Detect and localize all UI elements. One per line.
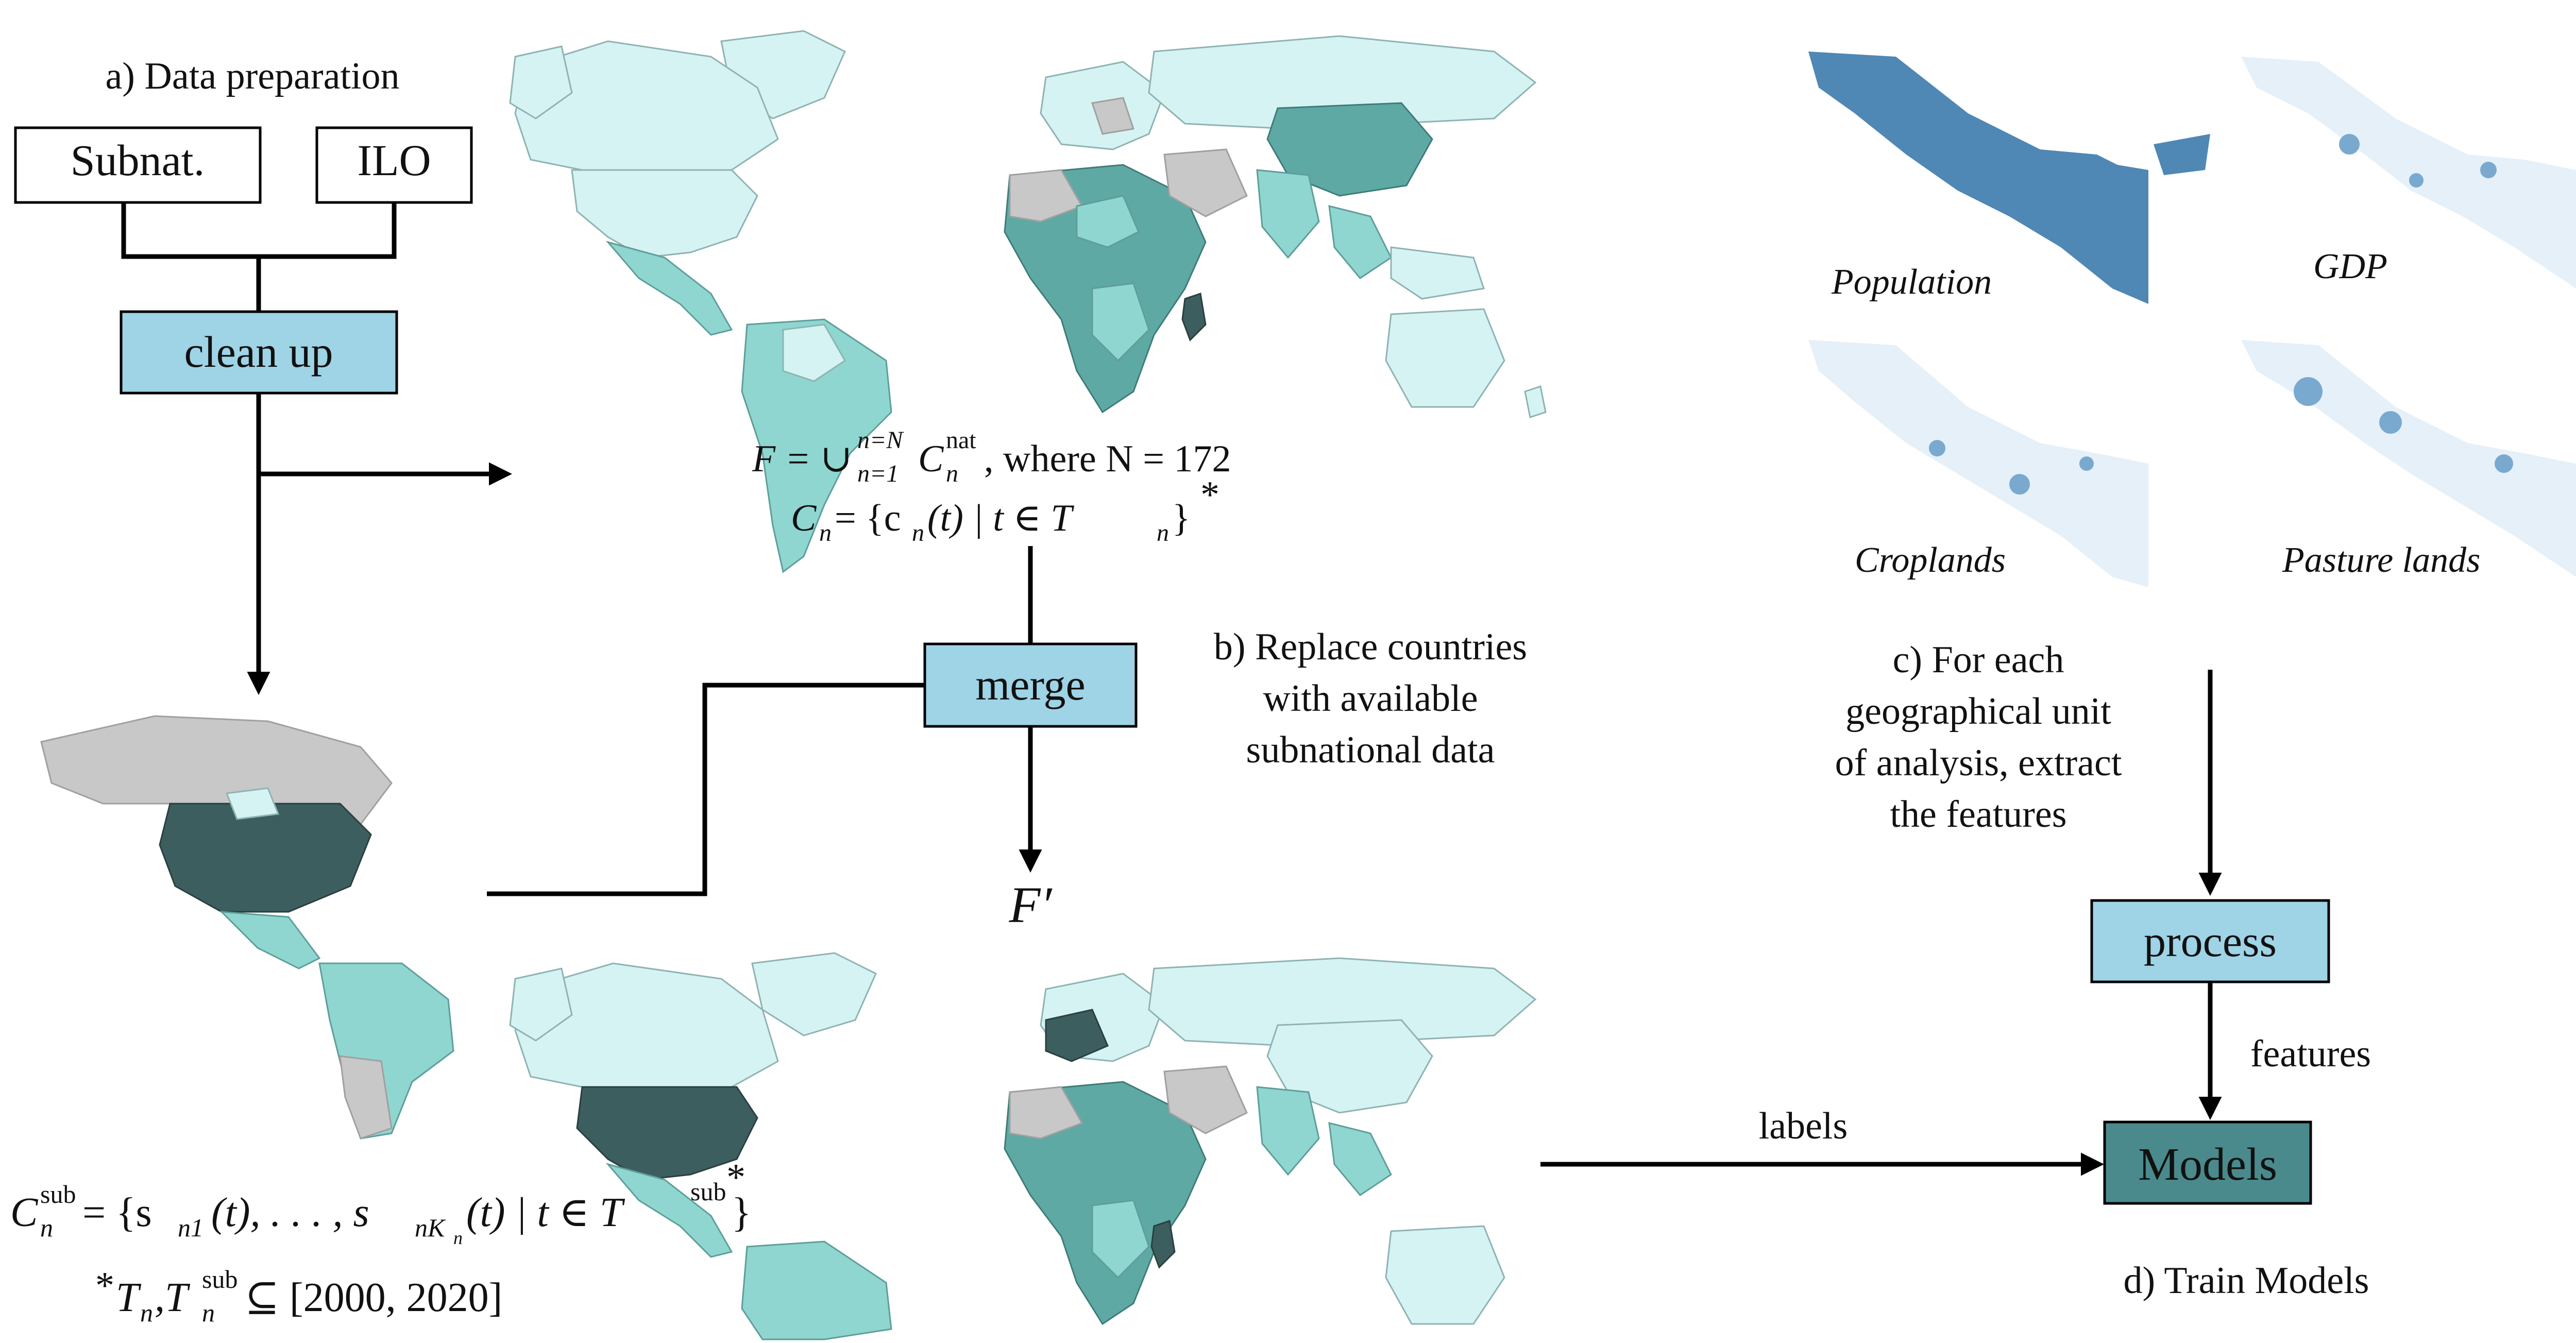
svg-text:(t) | t ∈ T: (t) | t ∈ T [466, 1190, 625, 1235]
svg-text:⊆ [2000, 2020]: ⊆ [2000, 2020] [245, 1275, 502, 1320]
caption-d: d) Train Models [2124, 1260, 2369, 1302]
svg-text:n: n [946, 460, 958, 487]
svg-text:n: n [202, 1298, 215, 1327]
svg-text:F = ∪: F = ∪ [752, 438, 852, 480]
raster-population [1808, 52, 2210, 304]
cleanup-label: clean up [184, 327, 333, 377]
svg-text:*: * [726, 1157, 745, 1199]
svg-text:nat: nat [946, 427, 976, 454]
raster-gdp [2241, 57, 2576, 288]
raster-croplands-label: Croplands [1855, 540, 2006, 580]
svg-text:*: * [1200, 474, 1219, 516]
subnational-to-merge-line [487, 683, 925, 896]
caption-c-line1: c) For each [1893, 639, 2064, 681]
ilo-box [315, 126, 473, 204]
caption-b-line3: subnational data [1246, 729, 1495, 771]
svg-text:n=1: n=1 [857, 460, 899, 487]
raster-population-label: Population [1831, 262, 1992, 302]
svg-text:n: n [1157, 519, 1169, 547]
process-box [2090, 899, 2330, 983]
svg-text:, where N = 172: , where N = 172 [984, 438, 1231, 480]
svg-text:*: * [95, 1265, 114, 1307]
formula-f: F = ∪ n=N n=1 C nat n , where N = 172 [752, 427, 1231, 487]
caption-b-line2: with available [1263, 677, 1478, 720]
caption-c-line2: geographical unit [1845, 690, 2111, 733]
sources-join-line [121, 202, 397, 259]
ilo-label: ILO [357, 135, 431, 185]
models-label: Models [2138, 1139, 2277, 1190]
caption-c-line3: of analysis, extract [1835, 742, 2122, 784]
models-box [2103, 1120, 2312, 1205]
svg-text:sub: sub [690, 1177, 726, 1206]
f-prime-label: F′ [1009, 876, 1053, 933]
subnational-americas-map [40, 715, 454, 1140]
svg-text:}: } [1172, 497, 1191, 539]
merge-label: merge [975, 660, 1085, 709]
cleanup-to-national-map-arrow [256, 393, 512, 486]
national-world-map [509, 30, 1547, 573]
footnote-time-range: * T n ,T sub n ⊆ [2000, 2020] [95, 1265, 502, 1327]
svg-text:n: n [140, 1298, 153, 1327]
svg-text:n: n [819, 519, 832, 547]
formula-cn: C n = {c n (t) | t ∈ T n } * [791, 474, 1219, 547]
svg-text:sub: sub [40, 1180, 76, 1209]
svg-text:(t), . . . , s: (t), . . . , s [211, 1190, 369, 1235]
svg-text:sub: sub [202, 1265, 238, 1294]
svg-text:= {s: = {s [82, 1190, 152, 1235]
svg-text:T: T [116, 1275, 142, 1320]
formula-csub: C sub n = {s n1 (t), . . . , s nK n (t) … [10, 1157, 751, 1248]
data-preparation-title: a) Data preparation [105, 55, 399, 97]
svg-text:,T: ,T [155, 1275, 191, 1320]
svg-text:C: C [10, 1190, 39, 1235]
merge-box [923, 642, 1138, 728]
svg-text:n: n [912, 519, 924, 547]
raster-gdp-label: GDP [2313, 247, 2387, 286]
raster-croplands [1808, 340, 2148, 587]
raster-pasture [2241, 340, 2576, 577]
svg-text:C: C [791, 497, 817, 539]
svg-text:n: n [453, 1228, 463, 1248]
raster-pasture-label: Pasture lands [2282, 540, 2480, 580]
subnat-box [14, 126, 262, 204]
caption-b-line1: b) Replace countries [1214, 626, 1527, 668]
svg-text:n=N: n=N [857, 427, 904, 454]
process-label: process [2144, 916, 2277, 966]
merged-world-map [509, 952, 1537, 1340]
svg-text:n1: n1 [178, 1213, 204, 1242]
subnat-label: Subnat. [71, 135, 205, 185]
caption-c-line4: the features [1890, 793, 2066, 836]
features-edge-label: features [2250, 1033, 2371, 1075]
svg-text:nK: nK [415, 1213, 446, 1242]
svg-text:= {c: = {c [835, 497, 901, 539]
svg-text:(t) | t ∈ T: (t) | t ∈ T [927, 497, 1075, 539]
svg-text:}: } [732, 1190, 751, 1235]
svg-text:C: C [918, 438, 944, 480]
svg-text:n: n [40, 1213, 53, 1242]
labels-edge-label: labels [1759, 1105, 1848, 1147]
